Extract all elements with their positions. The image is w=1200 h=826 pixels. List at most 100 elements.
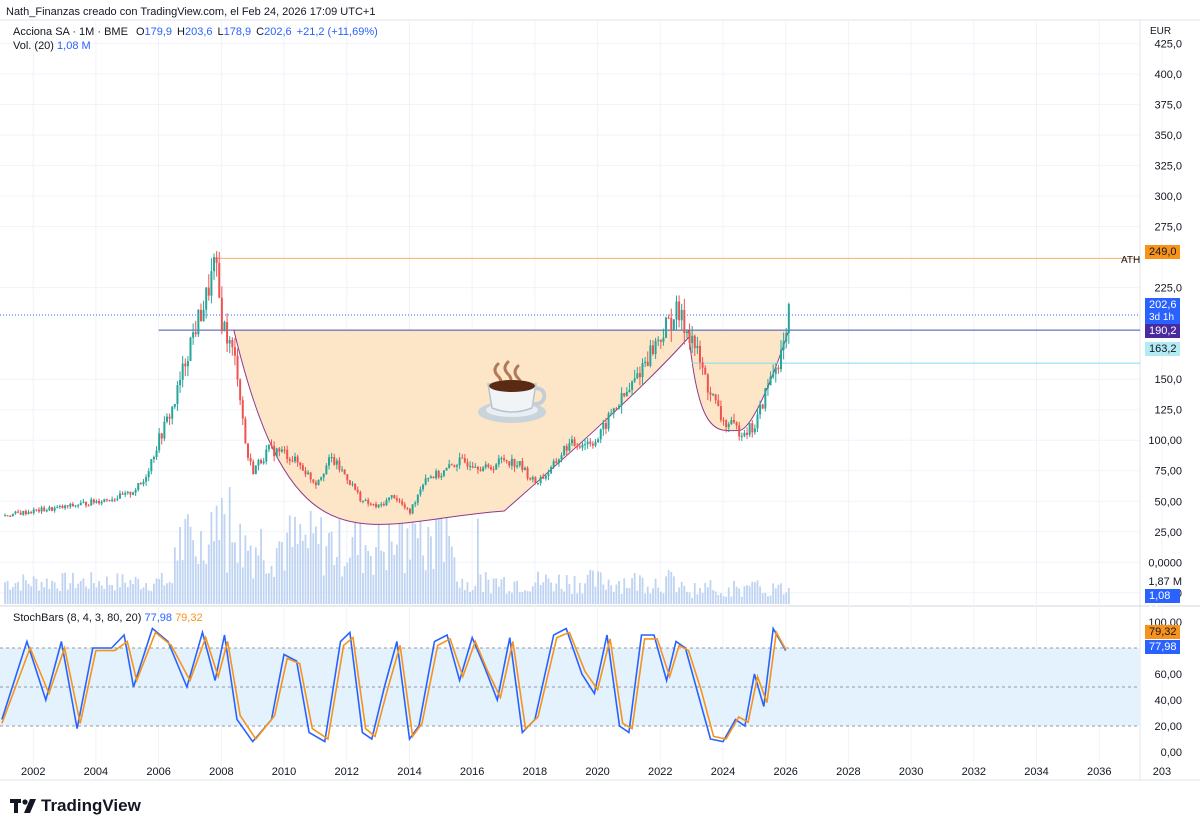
volume-bar xyxy=(717,595,720,604)
volume-bar xyxy=(678,587,681,604)
symbol-name[interactable]: Acciona SA · 1M · BME xyxy=(13,26,128,38)
candle-body xyxy=(568,443,571,451)
volume-legend[interactable]: Vol. (20) 1,08 M xyxy=(13,40,91,52)
candle-body xyxy=(58,505,61,507)
candle-body xyxy=(531,477,534,480)
tradingview-logo[interactable]: TradingView xyxy=(10,796,141,816)
candle-body xyxy=(267,444,270,450)
candle-body xyxy=(748,423,751,435)
countdown-tag: 3d 1h xyxy=(1145,311,1180,325)
volume-bar xyxy=(725,596,728,604)
candle-body xyxy=(456,465,459,467)
volume-bar xyxy=(443,561,445,604)
volume-bar xyxy=(270,565,273,604)
tradingview-logo-icon xyxy=(10,799,36,813)
candle-body xyxy=(625,392,628,397)
volume-bar xyxy=(176,560,179,604)
candle-body xyxy=(725,420,728,428)
candle-body xyxy=(108,499,111,501)
volume-bar xyxy=(82,578,85,604)
candle-body xyxy=(330,457,333,459)
candle-body xyxy=(354,483,357,490)
volume-bar xyxy=(503,576,505,604)
candle-body xyxy=(35,509,38,511)
candle-body xyxy=(701,362,704,368)
candle-body xyxy=(335,460,338,465)
candle-body xyxy=(432,476,435,479)
stoch-legend[interactable]: StochBars (8, 4, 3, 80, 20) 77,98 79,32 xyxy=(13,612,203,624)
volume-bar xyxy=(555,583,558,604)
candle-body xyxy=(139,483,142,485)
candle-body xyxy=(218,262,221,298)
candle-body xyxy=(584,444,587,446)
x-tick-label: 2022 xyxy=(648,766,672,778)
candle-body xyxy=(678,301,681,321)
volume-bar xyxy=(299,523,302,604)
candle-body xyxy=(586,441,589,445)
volume-bar xyxy=(657,587,660,604)
volume-bar xyxy=(680,581,683,604)
volume-bar xyxy=(51,580,53,604)
candle-body xyxy=(503,458,506,461)
candle-body xyxy=(474,466,477,468)
volume-bar xyxy=(124,582,127,604)
volume-bar xyxy=(236,562,239,604)
candle-body xyxy=(171,406,174,419)
volume-bar xyxy=(578,582,581,604)
candle-body xyxy=(550,467,553,474)
candle-body xyxy=(377,504,380,508)
candle-body xyxy=(589,441,592,444)
volume-bar xyxy=(343,566,346,604)
candle-body xyxy=(657,339,660,341)
candle-body xyxy=(414,502,417,505)
candle-body xyxy=(14,511,17,514)
candle-body xyxy=(150,459,153,472)
currency-label[interactable]: EUR xyxy=(1150,26,1172,37)
candle-body xyxy=(699,345,702,363)
candle-body xyxy=(539,477,542,484)
volume-bar xyxy=(571,593,573,604)
candle-body xyxy=(461,457,464,459)
volume-bar xyxy=(367,550,370,604)
volume-bar xyxy=(153,583,155,604)
stoch-lines xyxy=(1,625,787,743)
volume-bar xyxy=(508,590,511,604)
volume-bar xyxy=(179,526,181,604)
volume-bar xyxy=(450,546,453,604)
y-tick-label: 375,0 xyxy=(1154,100,1182,112)
candle-body xyxy=(743,432,746,436)
volume-bar xyxy=(599,572,602,604)
candle-body xyxy=(173,404,176,407)
volume-bar xyxy=(505,593,508,604)
candle-body xyxy=(40,507,43,512)
candle-body xyxy=(717,400,720,407)
volume-bar xyxy=(688,592,691,604)
volume-bar xyxy=(226,572,228,604)
candle-body xyxy=(722,419,725,421)
x-tick-label: 2018 xyxy=(523,766,547,778)
candle-body xyxy=(746,432,749,435)
stoch-k-line xyxy=(1,625,787,743)
candle-body xyxy=(667,317,670,319)
volume-bar xyxy=(539,585,542,604)
candle-body xyxy=(510,458,513,466)
volume-bar xyxy=(181,560,184,604)
volume-bar xyxy=(192,540,195,604)
volume-bar xyxy=(155,578,158,604)
stoch-label: StochBars (8, 4, 3, 80, 20) xyxy=(13,612,142,624)
volume-bar xyxy=(354,520,357,604)
y-tick-label: 300,0 xyxy=(1154,191,1182,203)
candle-body xyxy=(79,502,82,506)
stoch-band xyxy=(0,647,1140,727)
candle-body xyxy=(753,428,756,433)
volume-bar xyxy=(453,557,456,604)
candle-body xyxy=(11,513,14,517)
volume-bar xyxy=(531,586,534,604)
volume-bar xyxy=(584,583,586,604)
volume-bar xyxy=(312,533,315,604)
volume-bar xyxy=(456,581,458,604)
volume-bar xyxy=(558,574,560,604)
volume-bar xyxy=(751,581,754,604)
volume-bar xyxy=(77,583,80,604)
